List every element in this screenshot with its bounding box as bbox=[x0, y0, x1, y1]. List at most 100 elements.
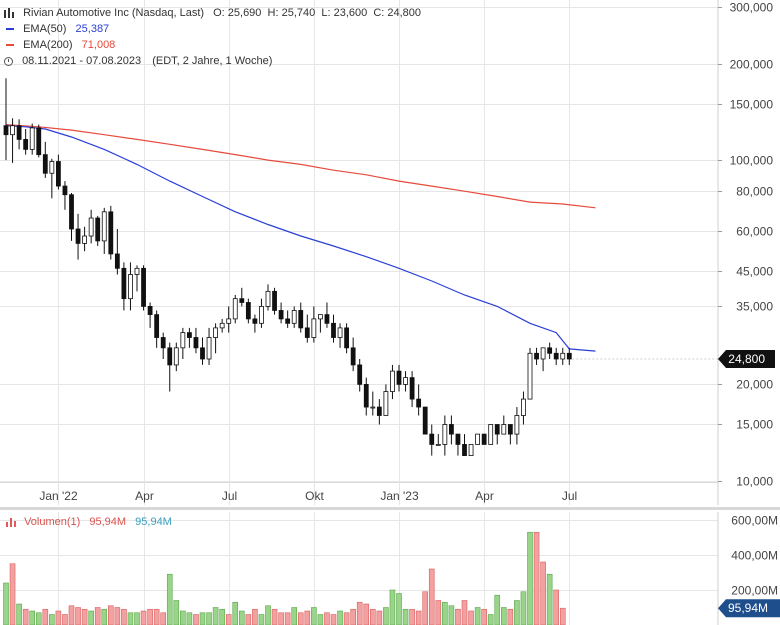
candle-body bbox=[278, 310, 284, 320]
volume-bar bbox=[350, 608, 356, 625]
candle-body bbox=[75, 228, 81, 244]
volume-bar bbox=[389, 589, 396, 625]
volume-tick-label: 400,00M bbox=[731, 549, 778, 563]
volume-bars-icon bbox=[6, 517, 16, 527]
volume-bar bbox=[147, 608, 153, 625]
candle-body bbox=[23, 139, 29, 150]
volume-bar bbox=[396, 593, 402, 625]
candlestick-series bbox=[3, 78, 572, 456]
ema50-label: EMA(50) bbox=[23, 23, 67, 35]
candle-body bbox=[95, 217, 101, 242]
candle-body bbox=[344, 327, 350, 349]
candlestick-icon bbox=[4, 8, 16, 19]
candle-body bbox=[501, 424, 507, 435]
volume-bar bbox=[533, 531, 540, 625]
candle-body bbox=[56, 161, 61, 187]
volume-bar bbox=[461, 600, 468, 625]
ema200-series bbox=[5, 124, 596, 209]
candle-body bbox=[442, 424, 448, 445]
volume-bar bbox=[186, 612, 193, 625]
candle-body bbox=[69, 194, 74, 230]
volume-bar bbox=[62, 614, 68, 625]
ohlc-values: O: 25,690 H: 25,740 L: 23,600 C: 24,800 bbox=[213, 7, 422, 19]
volume-bar bbox=[494, 594, 501, 625]
candle-body bbox=[141, 267, 146, 307]
price-axis: 300,000 200,000 150,000 100,000 80,000 60,000… bbox=[572, 0, 775, 505]
volume-bar bbox=[75, 607, 81, 625]
candle-body bbox=[245, 302, 251, 320]
candle-body bbox=[206, 337, 212, 360]
candle-body bbox=[560, 352, 566, 360]
ema50-line bbox=[5, 125, 596, 352]
candle-body bbox=[304, 327, 310, 338]
volume-bar bbox=[16, 603, 22, 625]
candle-body bbox=[219, 322, 225, 329]
volume-bar bbox=[402, 608, 409, 625]
volume-bar bbox=[271, 608, 278, 625]
volume-bar bbox=[173, 600, 180, 625]
candle-body bbox=[429, 433, 435, 445]
volume-bar bbox=[153, 608, 160, 625]
volume-bar bbox=[134, 612, 140, 625]
volume-bar bbox=[559, 607, 566, 625]
candle-body bbox=[409, 377, 415, 400]
volume-bar bbox=[415, 610, 422, 625]
x-tick-label: Jan '22 bbox=[39, 489, 78, 503]
candle-body bbox=[134, 267, 140, 275]
candle-body bbox=[29, 127, 35, 150]
pane-divider-bar bbox=[0, 507, 780, 510]
candle-body bbox=[108, 211, 114, 255]
volume-tick-label: 600,00M bbox=[731, 514, 778, 528]
volume-bar bbox=[383, 607, 389, 625]
candle-body bbox=[422, 406, 428, 435]
legend-instrument-row: Rivian Automotive Inc (Nasdaq, Last) O: … bbox=[4, 6, 421, 20]
volume-bar bbox=[212, 607, 219, 625]
price-tick-label: 20,000 bbox=[736, 378, 773, 392]
candle-body bbox=[383, 391, 389, 416]
ema200-label: EMA(200) bbox=[23, 39, 73, 51]
volume-bar bbox=[284, 612, 291, 625]
legend-ema200-row: EMA(200) 71,008 bbox=[4, 38, 115, 52]
volume-bar bbox=[343, 612, 350, 625]
volume-label: Volumen(1) bbox=[24, 516, 81, 528]
candle-body bbox=[376, 406, 382, 416]
candle-body bbox=[180, 332, 186, 349]
candle-body bbox=[481, 433, 487, 445]
x-tick-label: Jul bbox=[222, 489, 237, 503]
volume-bar bbox=[219, 608, 225, 625]
candle-body bbox=[403, 377, 408, 385]
volume-bar bbox=[239, 610, 245, 625]
candle-body bbox=[42, 154, 48, 174]
candle-body bbox=[272, 290, 277, 311]
candle-body bbox=[527, 352, 533, 400]
volume-bar bbox=[514, 600, 520, 625]
candle-body bbox=[232, 298, 238, 320]
pane-divider bbox=[0, 507, 780, 510]
volume-bar bbox=[369, 608, 376, 625]
candle-body bbox=[193, 337, 199, 349]
candle-body bbox=[88, 217, 94, 237]
candle-body bbox=[317, 314, 323, 320]
volume-legend: Volumen(1) 95,94M 95,94M bbox=[6, 516, 172, 528]
volume-bar bbox=[258, 614, 265, 625]
candle-body bbox=[147, 306, 153, 316]
volume-bar bbox=[68, 605, 75, 625]
last-price-tag bbox=[718, 349, 775, 368]
x-tick-label: Jul bbox=[562, 489, 577, 503]
volume-bar bbox=[245, 614, 252, 625]
candle-body bbox=[49, 161, 55, 174]
price-tick-label: 300,000 bbox=[730, 1, 774, 15]
volume-bar bbox=[81, 608, 88, 625]
volume-bar bbox=[252, 608, 258, 625]
volume-bar bbox=[127, 612, 134, 625]
period-info: (EDT, 2 Jahre, 1 Woche) bbox=[152, 55, 273, 67]
instrument-name: Rivian Automotive Inc (Nasdaq, Last) bbox=[23, 7, 205, 19]
candle-body bbox=[350, 347, 356, 366]
price-tick-label: 60,000 bbox=[736, 225, 773, 239]
volume-bar bbox=[527, 531, 533, 625]
volume-bar bbox=[481, 608, 487, 625]
candle-body bbox=[101, 211, 107, 242]
volume-bar bbox=[422, 591, 429, 625]
candle-body bbox=[357, 364, 363, 385]
volume-bar bbox=[520, 591, 527, 625]
